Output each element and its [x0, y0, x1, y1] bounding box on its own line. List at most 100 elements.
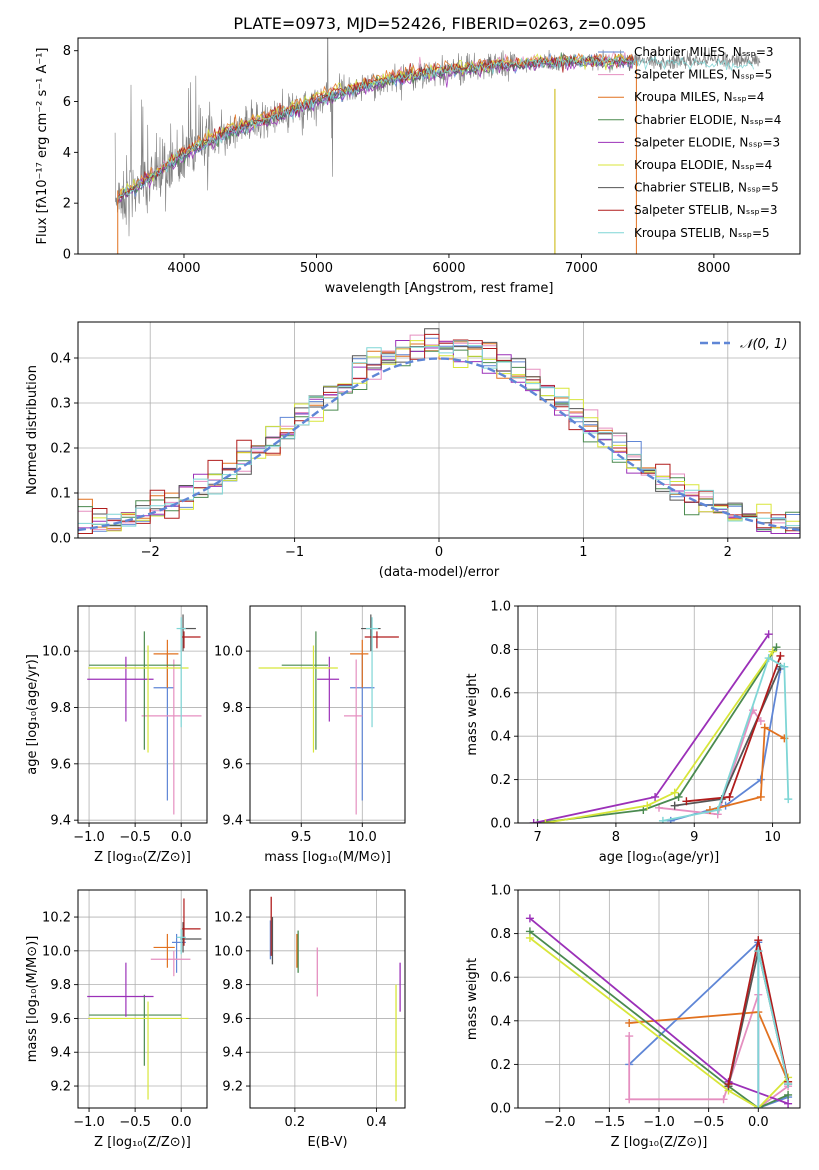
mass_vs_Z-ylabel: mass [log₁₀(M/M⊙)] [25, 936, 40, 1063]
age_vs_mass-xlabel: mass [log₁₀(M/M⊙)] [264, 850, 391, 865]
spectrum-xtick-label: 6000 [432, 261, 465, 276]
weight_vs_Z-ytick-label: 0.6 [490, 971, 511, 986]
weight_vs_age-plot-area [529, 630, 793, 823]
weight_vs_Z-series-line-3 [529, 930, 789, 1108]
weight_vs_age-series-point-5 [768, 647, 777, 656]
age_vs_mass-xtick-label: 9.5 [291, 830, 312, 845]
mass_vs_Z-frame [77, 889, 208, 1109]
weight_vs_age-series-point-4 [651, 792, 660, 801]
spectrum-xtick-label: 5000 [300, 261, 333, 276]
age_vs_mass-frame [249, 605, 406, 824]
legend-label-2: Kroupa MILES, Nₛₛₚ=4 [634, 90, 764, 104]
spectrum-xlabel: wavelength [Angstrom, rest frame] [325, 281, 554, 296]
model-spectrum-line-3 [117, 52, 635, 205]
residuals-frame [77, 321, 801, 539]
mass_vs_Z-chart: −1.0 −0.5 0.0 9.2 9.4 9.6 9.8 10.0 10.2 Z [log₁₀(… [25, 889, 208, 1150]
age_vs_mass-plot-area [258, 614, 399, 815]
age_vs_Z-frame [77, 605, 208, 824]
legend-label-4: Salpeter ELODIE, Nₛₛₚ=3 [634, 135, 780, 149]
weight_vs_age-series-point-2 [760, 723, 769, 732]
residual-histogram-8 [78, 340, 800, 527]
weight_vs_Z-ytick-label: 1.0 [490, 884, 511, 899]
weight_vs_age-series-line-3 [537, 646, 778, 823]
legend-label-0: Chabrier MILES, Nₛₛₚ=3 [634, 45, 774, 59]
spectrum-ytick-label: 6 [63, 95, 71, 110]
spectrum-ytick-label: 8 [63, 44, 71, 59]
weight_vs_age-series-point-7 [682, 797, 691, 806]
weight_vs_Z-series-point-3 [784, 1090, 793, 1099]
residual-histogram-7 [78, 333, 800, 534]
mass_vs_Z-ytick-label: 10.0 [42, 944, 71, 959]
mass_vs_ebv-ytick-label: 9.6 [222, 1012, 243, 1027]
weight_vs_Z-xtick-label: −0.5 [693, 1115, 725, 1130]
age_vs_Z-ylabel: age [log₁₀(age/yr)] [25, 654, 40, 775]
weight_vs_Z-series-point-1 [625, 1032, 634, 1041]
age_vs_mass-ytick-label: 9.4 [222, 814, 243, 829]
weight_vs_Z-ytick-label: 0.2 [490, 1058, 511, 1073]
model-spectrum-line-2 [117, 52, 635, 200]
mass_vs_Z-xtick-label: −0.5 [119, 1115, 151, 1130]
age_vs_Z-xlabel: Z [log₁₀(Z/Z⊙)] [94, 850, 191, 865]
weight_vs_age-series-point-8 [713, 805, 722, 814]
mass_vs_ebv-ytick-label: 9.4 [222, 1046, 243, 1061]
weight_vs_Z-plot-area [525, 914, 793, 1108]
weight_vs_Z-series-point-4 [784, 1099, 793, 1108]
weight_vs_age-ytick-label: 1.0 [490, 600, 511, 615]
weight_vs_Z-ytick-label: 0.4 [490, 1014, 511, 1029]
mass_vs_ebv-xlabel: E(B-V) [307, 1135, 347, 1150]
spectrum-xtick-label: 4000 [167, 261, 200, 276]
weight_vs_age-series-line-4 [533, 633, 770, 823]
residuals-ytick-label: 0.2 [50, 442, 71, 457]
weight_vs_age-series-point-3 [533, 819, 542, 823]
age_vs_Z-xtick-label: −0.5 [119, 830, 151, 845]
figure-title: PLATE=0973, MJD=52426, FIBERID=0263, z=0… [233, 14, 646, 33]
residuals-ylabel: Normed distribution [25, 365, 40, 495]
weight_vs_Z-series-point-8 [754, 947, 763, 956]
normal-curve [78, 357, 800, 532]
age_vs_mass-ytick-label: 10.0 [214, 645, 243, 660]
model-spectrum-line-0 [117, 52, 635, 198]
spectrum-ytick-label: 2 [63, 197, 71, 212]
spectrum-plot-area [114, 38, 761, 254]
weight_vs_age-ytick-label: 0.0 [490, 817, 511, 832]
weight_vs_age-xtick-label: 8 [612, 830, 620, 845]
residuals-xtick-label: −1 [285, 545, 304, 560]
residuals-plot-area [78, 328, 800, 534]
mass_vs_Z-ytick-label: 9.4 [50, 1046, 71, 1061]
spectrum-xtick-label: 8000 [697, 261, 730, 276]
weight_vs_age-series-line-1 [658, 708, 762, 816]
residuals-xtick-label: 1 [579, 545, 587, 560]
mass_vs_Z-ytick-label: 9.8 [50, 978, 71, 993]
age_vs_Z-plot-area [87, 614, 202, 815]
weight_vs_age-ytick-label: 0.4 [490, 730, 511, 745]
mass_vs_Z-plot-area [87, 898, 202, 1100]
weight_vs_age-series-point-8 [780, 662, 789, 671]
weight_vs_age-xtick-label: 7 [533, 830, 541, 845]
legend-label-3: Chabrier ELODIE, Nₛₛₚ=4 [634, 113, 781, 127]
weight_vs_age-xlabel: age [log₁₀(age/yr)] [599, 850, 720, 865]
age_vs_Z-ytick-label: 10.0 [42, 645, 71, 660]
weight_vs_Z-series-line-1 [628, 994, 789, 1108]
weight_vs_age-series-point-5 [670, 788, 679, 797]
weight_vs_Z-series-point-8 [784, 1080, 793, 1089]
weight_vs_Z-frame [517, 889, 801, 1109]
residuals-xtick-label: −2 [141, 545, 160, 560]
weight_vs_Z-xtick-label: −1.5 [594, 1115, 626, 1130]
weight_vs_age-series-point-6 [670, 801, 679, 810]
mass_vs_ebv-xtick-label: 0.4 [366, 1115, 387, 1130]
spectrum-ytick-label: 0 [63, 248, 71, 263]
spectrum-chart: 4000 5000 6000 7000 8000 0 2 4 6 8 wavelength [Ang… [35, 37, 801, 296]
age_vs_Z-chart: −1.0 −0.5 0.0 9.4 9.6 9.8 10.0 Z [log₁₀(Z/Z⊙)] a… [25, 605, 208, 865]
weight_vs_age-series-point-4 [529, 819, 538, 823]
model-spectrum-line-1 [117, 50, 635, 196]
weight_vs_age-series-point-5 [541, 819, 550, 823]
age_vs_mass-xtick-label: 10.0 [348, 830, 377, 845]
mass_vs_Z-ytick-label: 10.2 [42, 911, 71, 926]
weight_vs_age-series-point-0 [666, 816, 675, 823]
mass_vs_Z-xtick-label: 0.0 [171, 1115, 192, 1130]
weight_vs_Z-series-point-7 [754, 936, 763, 945]
weight_vs_Z-xtick-label: −2.0 [544, 1115, 576, 1130]
weight_vs_Z-chart: −2.0 −1.5 −1.0 −0.5 0.0 0.0 0.2 0.4 0.6 0.8 1.0 Z [… [465, 884, 801, 1150]
residuals-xlabel: (data-model)/error [379, 565, 500, 580]
mass_vs_ebv-frame [249, 889, 406, 1109]
